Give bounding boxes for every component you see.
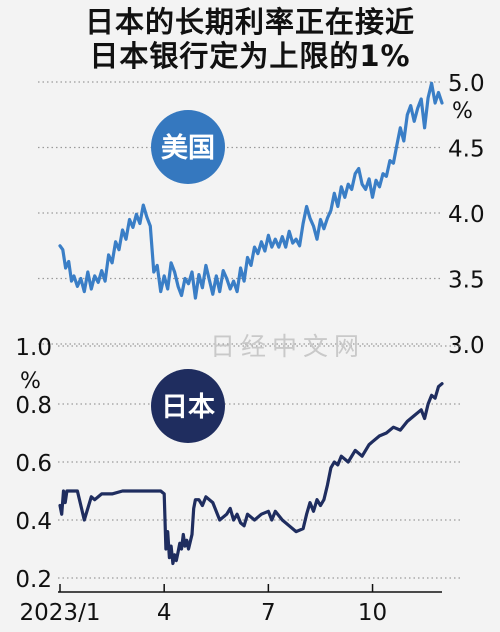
x-tick-label: 4: [157, 600, 172, 626]
jp-y-tick-label: 0.6: [15, 451, 52, 477]
us-y-tick-label: 3.5: [448, 268, 485, 294]
chart-title-line-2: 日本银行定为上限的1%: [89, 39, 411, 73]
us-y-tick-label: 4.0: [448, 202, 485, 228]
jp-y-tick-label: 0.2: [15, 567, 52, 593]
us-y-tick-label: 5.0: [448, 71, 485, 97]
us-badge-label: 美国: [161, 132, 215, 164]
us-badge-circle: [151, 110, 225, 184]
jp-y-tick-label: 0.8: [15, 393, 52, 419]
us-y-tick-label: 4.5: [448, 137, 485, 163]
x-tick-label: 2023/1: [20, 600, 101, 626]
jp-y-tick-label: 1.0: [15, 335, 52, 361]
us-series-line: [58, 81, 444, 300]
us-y-tick-label: 3.0: [448, 333, 485, 359]
jp-badge-label: 日本: [161, 392, 215, 423]
jp-series-line: [58, 382, 444, 566]
x-tick-label: 7: [261, 600, 276, 626]
us-unit-label: %: [452, 99, 473, 124]
jp-y-tick-label: 0.4: [15, 509, 52, 535]
chart-title-line-1: 日本的长期利率正在接近: [84, 5, 415, 39]
jp-badge-circle: [151, 369, 225, 443]
watermark-text: 日经中文网: [210, 332, 365, 361]
x-tick-label: 10: [358, 600, 387, 626]
jp-unit-label: %: [20, 369, 41, 394]
